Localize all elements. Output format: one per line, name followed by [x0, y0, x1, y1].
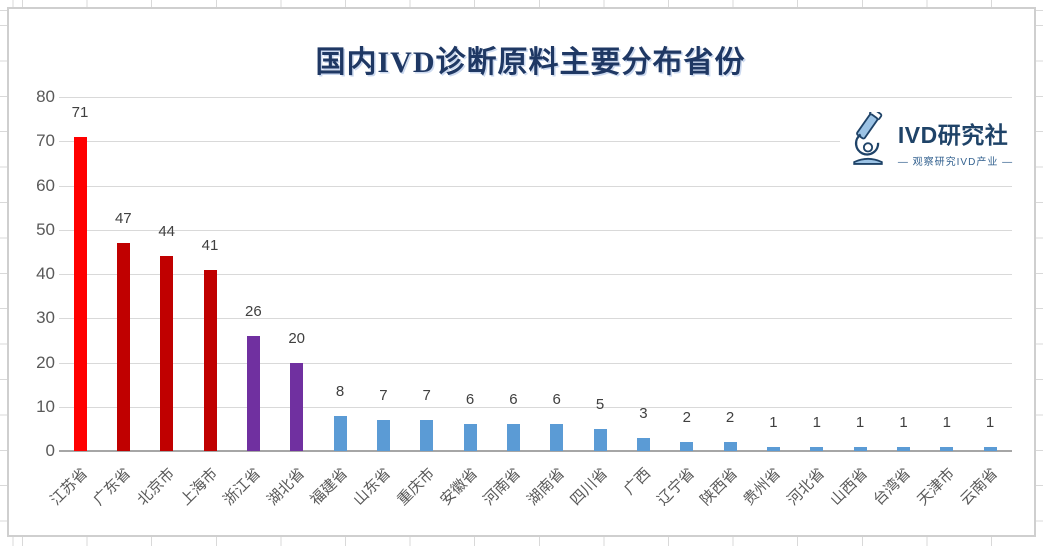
y-axis-tick-label: 80	[36, 87, 55, 106]
brand-tagline: — 观察研究IVD产业 —	[897, 157, 1014, 168]
chart-title: 国内IVD诊断原料主要分布省份	[315, 46, 746, 79]
bar-value-label: 3	[639, 404, 648, 422]
brand-logo: IVD研究社 — 观察研究IVD产业 —	[840, 107, 1018, 173]
gridline	[59, 141, 1012, 143]
x-axis-category-label: 重庆市	[393, 465, 438, 509]
bar-value-label: 2	[682, 409, 691, 427]
bar-河北省[interactable]	[810, 446, 824, 451]
gridline	[59, 406, 1012, 408]
bar-value-label: 1	[769, 413, 778, 431]
x-axis-category-label: 浙江省	[220, 465, 265, 509]
y-axis-tick-label: 50	[36, 219, 55, 239]
x-axis-category-label: 江苏省	[47, 465, 92, 509]
x-axis-category-label: 天津市	[913, 465, 958, 509]
bar-辽宁省[interactable]	[680, 442, 694, 451]
x-axis-category-label: 贵州省	[740, 465, 785, 509]
x-axis-category-label: 台湾省	[870, 465, 915, 509]
x-axis-category-label: 北京市	[133, 465, 178, 509]
bar-value-label: 6	[552, 391, 561, 409]
bar-value-label: 6	[509, 391, 518, 409]
bar-江苏省[interactable]	[73, 136, 87, 451]
x-axis-line	[59, 450, 1012, 452]
y-axis-tick-label: 70	[36, 131, 55, 151]
bar-台湾省[interactable]	[897, 446, 910, 451]
y-axis-tick-label: 10	[36, 396, 55, 416]
bar-value-label: 1	[985, 413, 995, 431]
bar-广东省[interactable]	[116, 243, 130, 451]
x-axis-category-label: 四川省	[567, 465, 612, 509]
x-axis-category-label: 山东省	[350, 465, 395, 509]
bar-重庆市[interactable]	[420, 420, 434, 451]
y-axis-tick-label: 20	[36, 352, 55, 372]
gridline	[59, 362, 1012, 364]
bar-value-label: 2	[725, 409, 735, 427]
gridline	[59, 97, 1012, 98]
y-axis-tick-label: 60	[36, 175, 55, 195]
bar-value-label: 71	[71, 103, 89, 121]
microscope-icon	[845, 107, 891, 173]
x-axis-category-label: 云南省	[957, 465, 1002, 509]
x-axis-category-label: 福建省	[307, 465, 352, 509]
bar-value-label: 44	[158, 223, 176, 241]
bar-value-label: 5	[595, 395, 605, 413]
x-axis-category-label: 山西省	[827, 465, 872, 509]
x-axis-category-label: 河北省	[783, 465, 828, 509]
y-axis-tick-label: 40	[36, 264, 55, 283]
x-axis-category-label: 广东省	[90, 465, 135, 509]
bar-value-label: 20	[288, 329, 306, 347]
bar-天津市[interactable]	[940, 446, 954, 451]
bar-value-label: 6	[465, 391, 475, 409]
bar-value-label: 47	[114, 210, 132, 227]
x-axis-category-label: 辽宁省	[653, 465, 698, 509]
bar-湖北省[interactable]	[290, 362, 304, 451]
bar-value-label: 7	[379, 387, 388, 404]
bar-浙江省[interactable]	[246, 335, 260, 451]
gridline	[59, 185, 1012, 187]
gridline	[59, 318, 1012, 320]
bar-value-label: 7	[422, 387, 431, 404]
x-axis-category-label: 安徽省	[437, 465, 482, 509]
chart-canvas[interactable]: 0 10 20 30 40 50 60 70 80 71 江苏省 47 广东省 44 北京市 41 上海市 26 浙…	[7, 7, 1036, 537]
bar-云南省[interactable]	[983, 446, 997, 451]
y-axis-tick-label: 30	[36, 308, 55, 328]
bar-value-label: 8	[335, 382, 345, 400]
brand-name: IVD研究社	[897, 122, 1009, 148]
bar-广西[interactable]	[636, 437, 650, 451]
bar-山西省[interactable]	[853, 446, 867, 451]
bar-value-label: 1	[855, 413, 865, 431]
x-axis-category-label: 河南省	[480, 465, 525, 509]
x-axis-category-label: 上海市	[177, 465, 222, 509]
bar-湖南省[interactable]	[550, 424, 564, 451]
bar-value-label: 26	[245, 302, 262, 320]
x-axis-category-label: 湖北省	[263, 465, 308, 509]
bar-四川省[interactable]	[593, 428, 607, 451]
bar-福建省[interactable]	[333, 415, 347, 451]
bar-value-label: 1	[899, 413, 908, 431]
gridline	[59, 274, 1012, 275]
bar-山东省[interactable]	[376, 420, 390, 451]
bar-上海市[interactable]	[203, 269, 217, 451]
y-axis-tick-label: 0	[45, 441, 55, 460]
gridline	[59, 229, 1012, 231]
bar-value-label: 41	[201, 236, 219, 254]
bar-贵州省[interactable]	[766, 446, 780, 451]
bar-value-label: 1	[812, 413, 821, 431]
x-axis-category-label: 广西	[621, 465, 655, 499]
bar-北京市[interactable]	[160, 256, 174, 451]
plot-area: 0 10 20 30 40 50 60 70 80 71 江苏省 47 广东省 44 北京市 41 上海市 26 浙…	[9, 9, 1034, 535]
x-axis-category-label: 陕西省	[697, 465, 742, 509]
bar-河南省[interactable]	[506, 424, 520, 451]
bar-安徽省[interactable]	[463, 424, 477, 451]
bar-value-label: 1	[942, 413, 951, 431]
x-axis-category-label: 湖南省	[523, 465, 568, 509]
bar-陕西省[interactable]	[723, 442, 737, 451]
